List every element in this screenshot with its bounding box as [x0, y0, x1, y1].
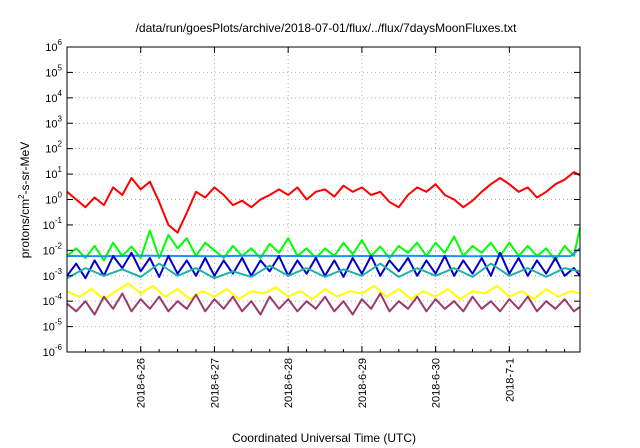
- y-tick-label: 10-2: [43, 241, 63, 257]
- chart-title: /data/run/goesPlots/archive/2018-07-01/f…: [136, 21, 518, 35]
- x-axis-title: Coordinated Universal Time (UTC): [232, 431, 416, 445]
- series-layer: [66, 171, 581, 316]
- y-tick-label: 10-5: [43, 318, 63, 334]
- y-tick-label: 105: [45, 63, 62, 79]
- series-line-3: [66, 247, 581, 258]
- series-line-7: [66, 292, 581, 316]
- x-tick-label: 2018-6-28: [283, 358, 295, 408]
- y-tick-label: 101: [45, 165, 62, 181]
- series-line-2: [66, 227, 581, 262]
- y-tick-label: 10-3: [43, 267, 63, 283]
- y-tick-label: 10-6: [43, 343, 63, 359]
- x-tick-label: 2018-6-29: [357, 358, 369, 408]
- y-tick-label: 104: [45, 89, 62, 105]
- x-tick-label: 2018-6-26: [136, 358, 148, 408]
- series-line-1: [66, 171, 581, 234]
- y-tick-label: 103: [45, 114, 62, 130]
- y-axis: 10-6 10-5 10-4 10-3 10-2 10-1 100 101 102 103 104 1…: [43, 38, 580, 359]
- y-tick-label: 10-4: [43, 292, 63, 308]
- x-tick-label: 2018-6-30: [431, 358, 443, 408]
- y-tick-label: 100: [45, 191, 62, 207]
- x-axis: 2018-6-26 2018-6-27 2018-6-28 2018-6-29 2018…: [66, 47, 566, 408]
- series-line-5: [66, 262, 581, 280]
- series-line-6: [66, 282, 581, 301]
- x-tick-label: 2018-6-27: [209, 358, 221, 408]
- y-axis-title: protons/cm2-s-sr-MeV: [17, 142, 32, 258]
- y-tick-label: 10-1: [43, 216, 63, 232]
- y-tick-label: 102: [45, 140, 62, 156]
- x-tick-label: 2018-7-1: [504, 358, 516, 402]
- y-tick-label: 106: [45, 38, 62, 54]
